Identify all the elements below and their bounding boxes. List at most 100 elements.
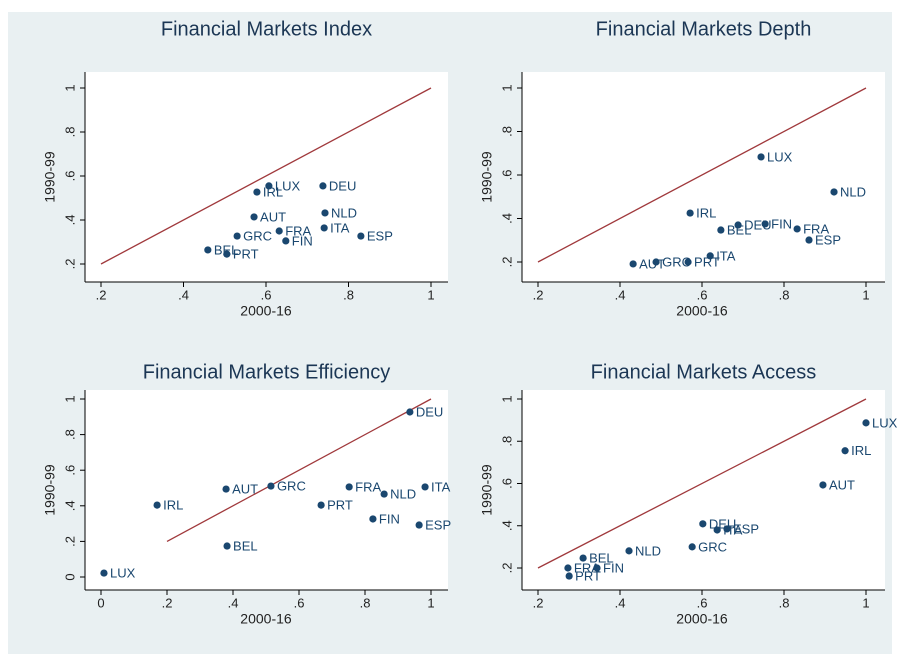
point — [317, 501, 325, 509]
x-tick-label: .6 — [697, 287, 708, 302]
point — [717, 226, 725, 234]
point — [734, 221, 742, 229]
point-label: IRL — [163, 498, 183, 513]
point — [723, 525, 731, 533]
point — [345, 483, 353, 491]
x-tick-label: .4 — [228, 595, 239, 610]
point — [415, 521, 423, 529]
point — [222, 485, 230, 493]
x-tick-label: .8 — [779, 287, 790, 302]
y-tick-label: .2 — [499, 563, 514, 574]
y-tick-label: .6 — [499, 170, 514, 181]
point — [819, 481, 827, 489]
y-tick-label: .2 — [499, 257, 514, 268]
x-axis-label: 2000-16 — [240, 611, 292, 627]
point-label: PRT — [233, 247, 259, 262]
point-label: GRC — [698, 539, 727, 554]
x-tick-label: .4 — [615, 595, 626, 610]
y-axis-label: 1990-99 — [479, 151, 495, 203]
y-tick-label: 1 — [499, 395, 514, 402]
y-tick-label: 0 — [62, 573, 77, 580]
y-tick-label: 1 — [499, 84, 514, 91]
point — [841, 447, 849, 455]
point-label: ESP — [815, 232, 841, 247]
y-tick-label: .4 — [499, 213, 514, 224]
point-label: FRA — [803, 221, 829, 236]
panel-title: Financial Markets Index — [161, 18, 372, 40]
x-tick-label: .2 — [96, 287, 107, 302]
plot-region — [85, 390, 448, 590]
point-label: ITA — [716, 248, 736, 263]
x-tick-label: .6 — [261, 287, 272, 302]
x-tick-label: .8 — [360, 595, 371, 610]
y-axis-label: 1990-99 — [479, 464, 495, 516]
point-label: IRL — [851, 443, 871, 458]
point-label: GRC — [243, 228, 272, 243]
point-label: BEL — [233, 538, 258, 553]
point — [153, 501, 161, 509]
y-tick-label: .8 — [499, 436, 514, 447]
point — [757, 153, 765, 161]
point-label: BEL — [727, 222, 752, 237]
point — [267, 482, 275, 490]
point-label: LUX — [767, 149, 793, 164]
point — [699, 520, 707, 528]
point — [713, 526, 721, 534]
point — [565, 572, 573, 580]
point — [793, 225, 801, 233]
reference-line — [537, 87, 867, 263]
x-axis-label: 2000-16 — [240, 303, 292, 319]
y-tick-label: 1 — [62, 395, 77, 402]
x-tick-label: .8 — [779, 595, 790, 610]
point — [805, 236, 813, 244]
point-label: NLD — [331, 205, 357, 220]
point-label: FRA — [285, 223, 311, 238]
panel-title: Financial Markets Depth — [596, 18, 812, 40]
point — [830, 188, 838, 196]
x-tick-label: 1 — [862, 287, 869, 302]
point-label: FRA — [355, 479, 381, 494]
point-label: PRT — [575, 568, 601, 583]
point-label: PRT — [694, 254, 720, 269]
point — [319, 182, 327, 190]
point — [321, 209, 329, 217]
point-label: BEL — [589, 551, 614, 566]
point — [406, 408, 414, 416]
point-label: NLD — [635, 543, 661, 558]
x-tick-label: .2 — [533, 595, 544, 610]
point — [421, 483, 429, 491]
point — [369, 515, 377, 523]
point-label: LUX — [872, 415, 898, 430]
y-axis-label: 1990-99 — [42, 464, 58, 516]
x-tick-label: .6 — [697, 595, 708, 610]
x-axis-label: 2000-16 — [676, 303, 728, 319]
point — [275, 227, 283, 235]
x-tick-label: 1 — [427, 595, 434, 610]
point-label: PRT — [327, 498, 353, 513]
panel-title: Financial Markets Efficiency — [143, 361, 391, 383]
point-label: AUT — [232, 482, 258, 497]
x-tick-label: .2 — [162, 595, 173, 610]
x-tick-label: .4 — [178, 287, 189, 302]
x-tick-label: 0 — [97, 595, 104, 610]
point-label: FIN — [603, 560, 624, 575]
reference-line — [166, 398, 432, 542]
x-tick-label: .2 — [533, 287, 544, 302]
point-label: FRA — [574, 560, 600, 575]
point-label: DEU — [329, 178, 356, 193]
y-tick-label: .2 — [62, 536, 77, 547]
y-tick-label: .8 — [499, 126, 514, 137]
point-label: ESP — [367, 228, 393, 243]
point-label: BEL — [214, 242, 239, 257]
x-tick-label: .4 — [615, 287, 626, 302]
point-label: LUX — [275, 178, 301, 193]
point — [100, 569, 108, 577]
x-axis-label: 2000-16 — [676, 611, 728, 627]
point — [706, 252, 714, 260]
point — [204, 246, 212, 254]
point — [684, 258, 692, 266]
x-tick-label: 1 — [427, 287, 434, 302]
reference-line — [537, 398, 867, 569]
point — [862, 419, 870, 427]
